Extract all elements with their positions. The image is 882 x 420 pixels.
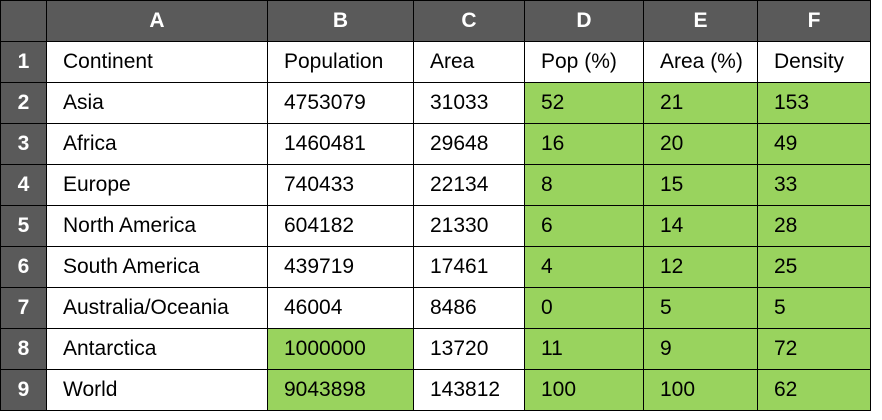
cell-e4[interactable]: 15 (643, 164, 758, 206)
table-row: 4 Europe 740433 22134 8 15 33 (0, 164, 871, 206)
cell-c2[interactable]: 31033 (413, 82, 525, 124)
cell-c7[interactable]: 8486 (413, 287, 525, 329)
cell-b5[interactable]: 604182 (267, 205, 414, 247)
cell-d1[interactable]: Pop (%) (524, 41, 644, 83)
cell-f9[interactable]: 62 (757, 369, 871, 411)
column-header-a[interactable]: A (46, 0, 268, 42)
cell-a9[interactable]: World (46, 369, 268, 411)
row-header[interactable]: 4 (0, 164, 47, 206)
cell-b9[interactable]: 9043898 (267, 369, 414, 411)
cell-d3[interactable]: 16 (524, 123, 644, 165)
column-header-c[interactable]: C (413, 0, 525, 42)
cell-c6[interactable]: 17461 (413, 246, 525, 288)
column-header-b[interactable]: B (267, 0, 414, 42)
cell-f5[interactable]: 28 (757, 205, 871, 247)
table-row: 2 Asia 4753079 31033 52 21 153 (0, 82, 871, 124)
cell-e9[interactable]: 100 (643, 369, 758, 411)
cell-f4[interactable]: 33 (757, 164, 871, 206)
cell-b2[interactable]: 4753079 (267, 82, 414, 124)
cell-f7[interactable]: 5 (757, 287, 871, 329)
cell-c4[interactable]: 22134 (413, 164, 525, 206)
cell-a6[interactable]: South America (46, 246, 268, 288)
cell-b3[interactable]: 1460481 (267, 123, 414, 165)
cell-f2[interactable]: 153 (757, 82, 871, 124)
cell-a2[interactable]: Asia (46, 82, 268, 124)
cell-f6[interactable]: 25 (757, 246, 871, 288)
cell-a7[interactable]: Australia/Oceania (46, 287, 268, 329)
cell-d9[interactable]: 100 (524, 369, 644, 411)
column-header-e[interactable]: E (643, 0, 758, 42)
cell-b7[interactable]: 46004 (267, 287, 414, 329)
cell-a5[interactable]: North America (46, 205, 268, 247)
cell-e1[interactable]: Area (%) (643, 41, 758, 83)
row-header[interactable]: 1 (0, 41, 47, 83)
table-row: 7 Australia/Oceania 46004 8486 0 5 5 (0, 287, 871, 329)
cell-f3[interactable]: 49 (757, 123, 871, 165)
cell-d4[interactable]: 8 (524, 164, 644, 206)
row-header[interactable]: 8 (0, 328, 47, 370)
table-row: 1 Continent Population Area Pop (%) Area (%) D… (0, 41, 871, 83)
cell-b1[interactable]: Population (267, 41, 414, 83)
cell-c9[interactable]: 143812 (413, 369, 525, 411)
cell-d2[interactable]: 52 (524, 82, 644, 124)
cell-b4[interactable]: 740433 (267, 164, 414, 206)
cell-e3[interactable]: 20 (643, 123, 758, 165)
cell-f1[interactable]: Density (757, 41, 871, 83)
cell-a3[interactable]: Africa (46, 123, 268, 165)
cell-e2[interactable]: 21 (643, 82, 758, 124)
row-header[interactable]: 5 (0, 205, 47, 247)
column-header-row: A B C D E F (0, 0, 871, 42)
table-row: 3 Africa 1460481 29648 16 20 49 (0, 123, 871, 165)
grid-body: 1 Continent Population Area Pop (%) Area (%) D… (0, 41, 871, 411)
table-row: 6 South America 439719 17461 4 12 25 (0, 246, 871, 288)
cell-e8[interactable]: 9 (643, 328, 758, 370)
cell-d6[interactable]: 4 (524, 246, 644, 288)
row-header[interactable]: 2 (0, 82, 47, 124)
cell-c3[interactable]: 29648 (413, 123, 525, 165)
table-row: 9 World 9043898 143812 100 100 62 (0, 369, 871, 411)
row-header[interactable]: 3 (0, 123, 47, 165)
cell-e6[interactable]: 12 (643, 246, 758, 288)
cell-b8[interactable]: 1000000 (267, 328, 414, 370)
row-header[interactable]: 7 (0, 287, 47, 329)
table-row: 8 Antarctica 1000000 13720 11 9 72 (0, 328, 871, 370)
cell-c1[interactable]: Area (413, 41, 525, 83)
cell-e5[interactable]: 14 (643, 205, 758, 247)
row-header[interactable]: 9 (0, 369, 47, 411)
cell-a1[interactable]: Continent (46, 41, 268, 83)
cell-d8[interactable]: 11 (524, 328, 644, 370)
cell-c8[interactable]: 13720 (413, 328, 525, 370)
cell-d7[interactable]: 0 (524, 287, 644, 329)
cell-e7[interactable]: 5 (643, 287, 758, 329)
column-header-f[interactable]: F (757, 0, 871, 42)
row-header[interactable]: 6 (0, 246, 47, 288)
cell-d5[interactable]: 6 (524, 205, 644, 247)
table-row: 5 North America 604182 21330 6 14 28 (0, 205, 871, 247)
cell-f8[interactable]: 72 (757, 328, 871, 370)
spreadsheet-grid: A B C D E F 1 Continent Population Area Pop … (0, 0, 871, 411)
select-all-corner[interactable] (0, 0, 47, 42)
cell-c5[interactable]: 21330 (413, 205, 525, 247)
cell-a8[interactable]: Antarctica (46, 328, 268, 370)
cell-a4[interactable]: Europe (46, 164, 268, 206)
cell-b6[interactable]: 439719 (267, 246, 414, 288)
column-header-d[interactable]: D (524, 0, 644, 42)
